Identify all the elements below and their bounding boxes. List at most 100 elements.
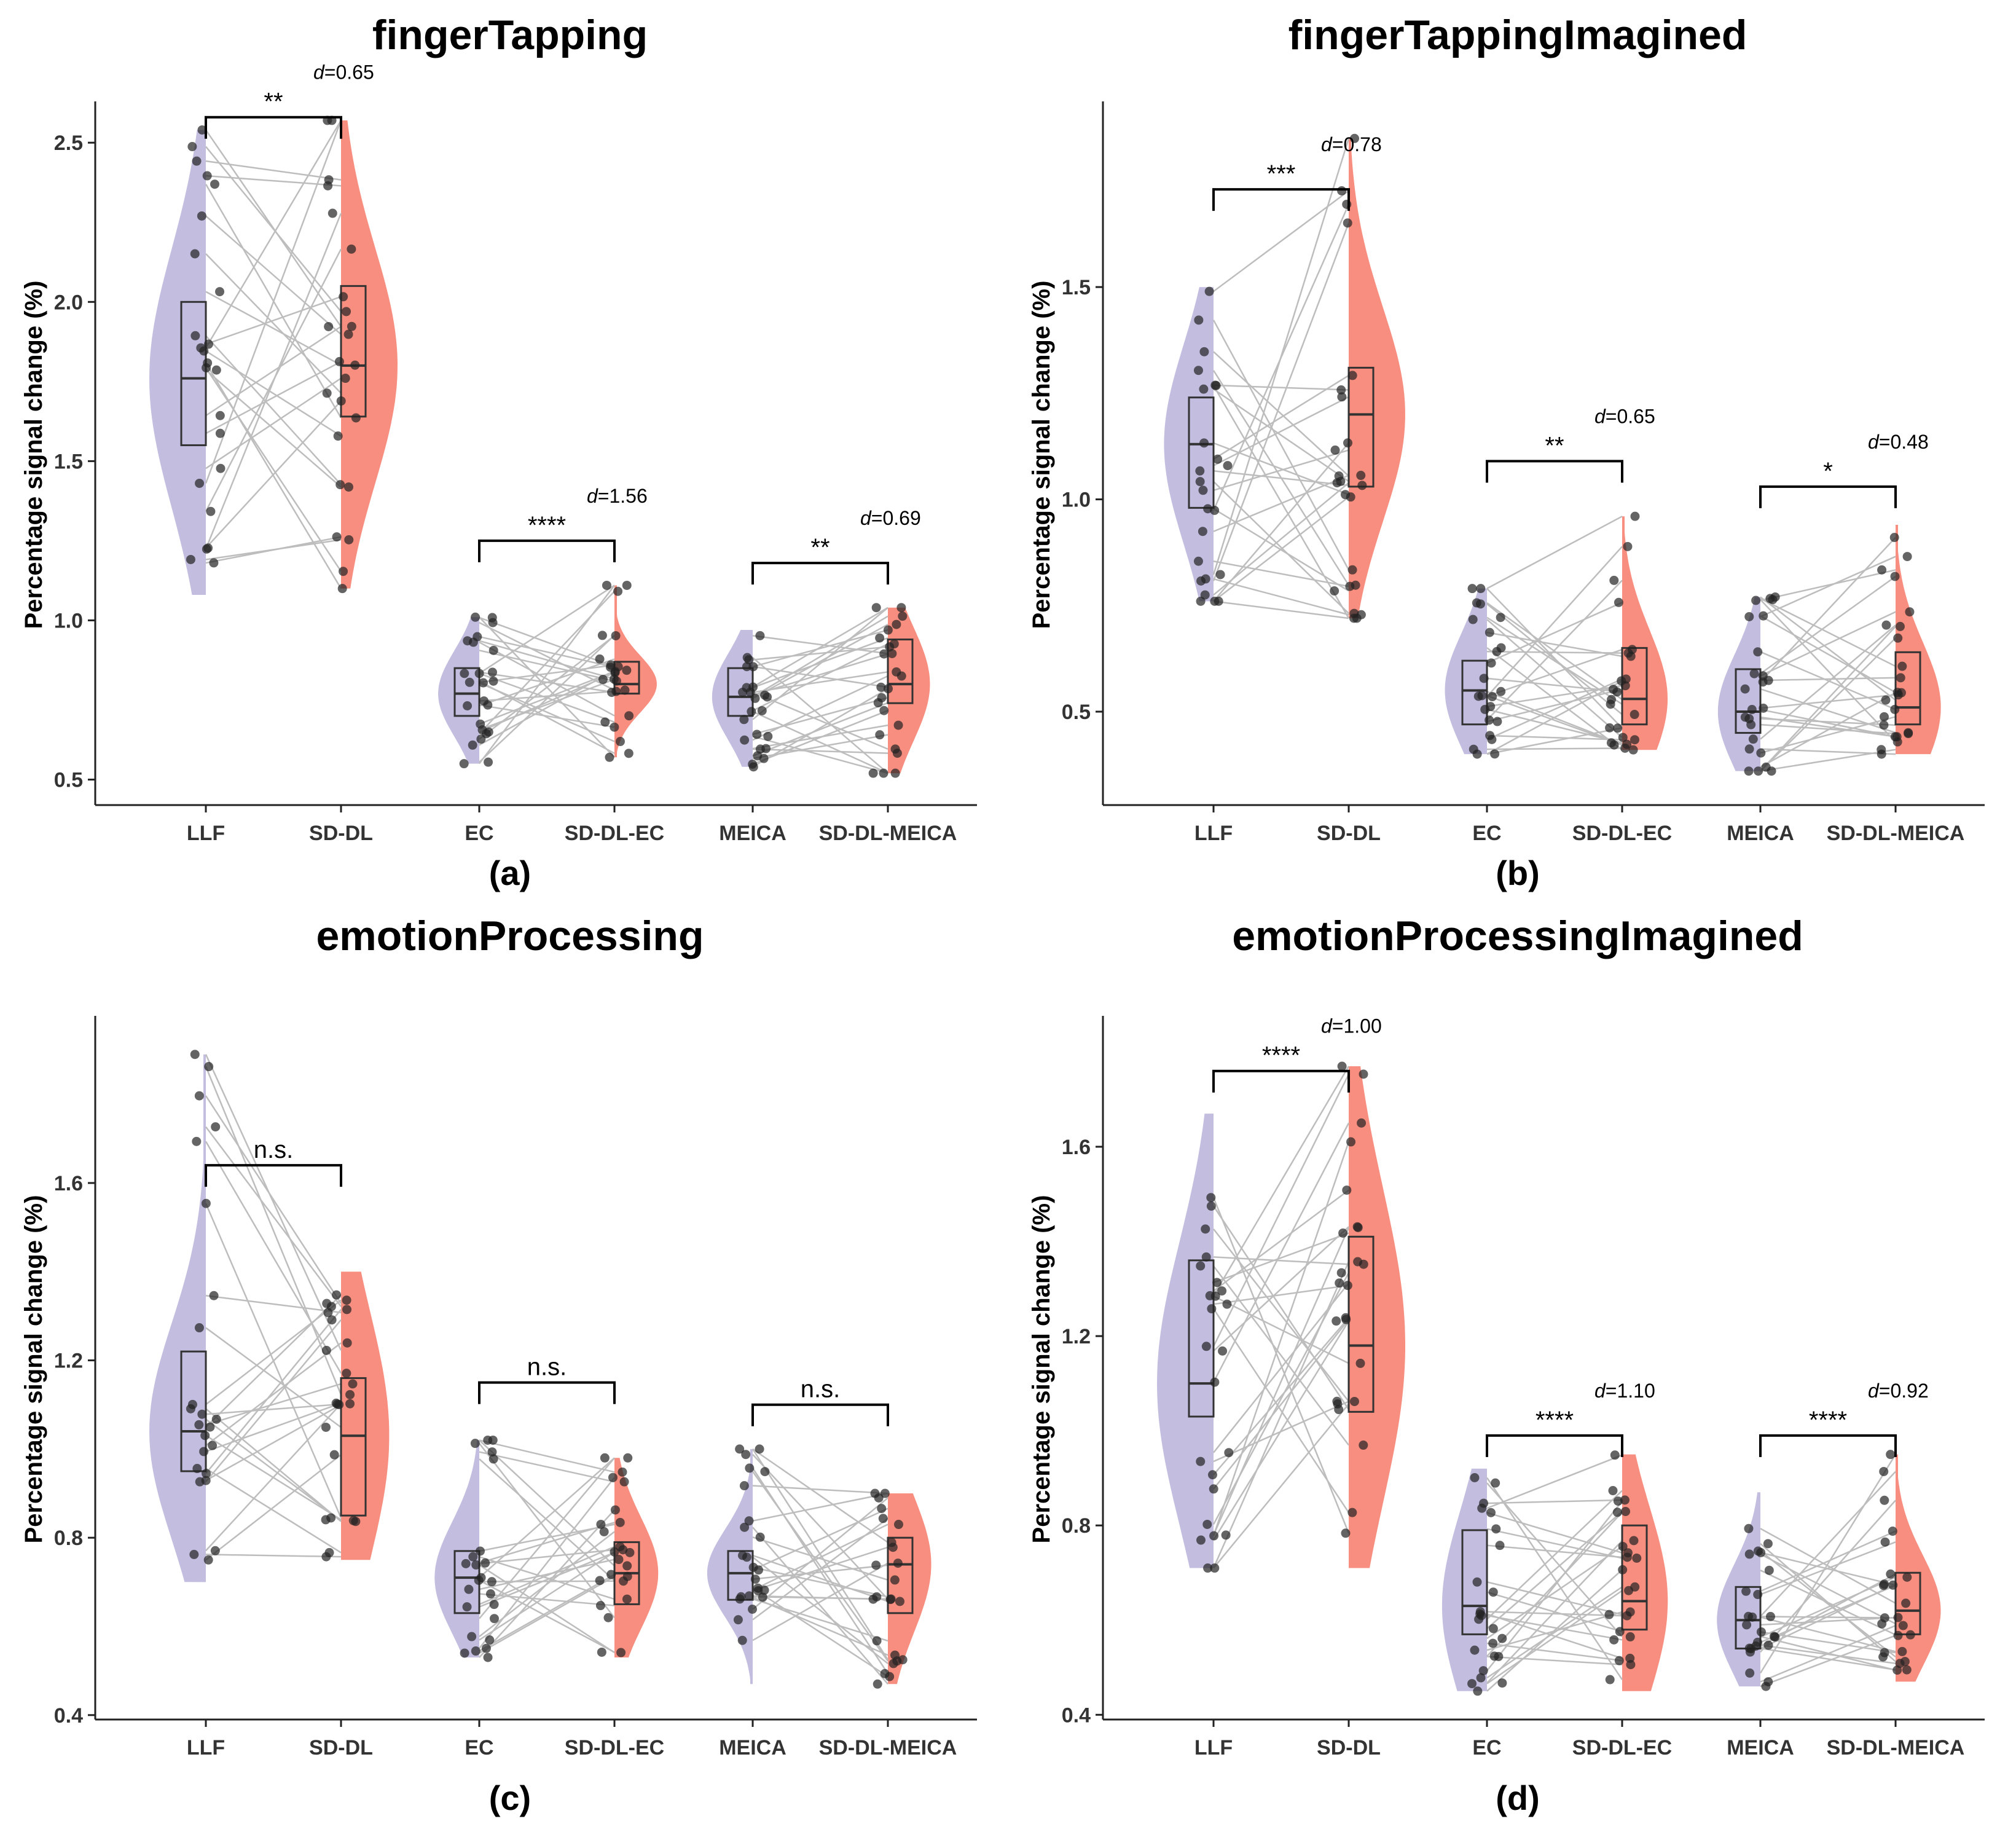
significance-bracket: [1212, 1069, 1350, 1093]
data-point: [322, 388, 332, 398]
data-point: [879, 706, 889, 715]
violin-5: [888, 1493, 932, 1684]
data-point: [487, 1577, 496, 1587]
pair-line: [1486, 1511, 1623, 1629]
data-point: [1200, 590, 1210, 600]
data-point: [1888, 1527, 1897, 1536]
data-point: [1198, 485, 1208, 495]
pair-line: [1486, 580, 1623, 721]
data-point: [616, 1648, 626, 1657]
data-point: [334, 356, 344, 366]
pair-line: [752, 688, 888, 768]
data-point: [1613, 1496, 1623, 1506]
data-point: [1479, 674, 1489, 683]
data-point: [1209, 1484, 1218, 1494]
data-point: [194, 1420, 204, 1429]
data-point: [1478, 1666, 1488, 1676]
pair-line: [752, 1595, 888, 1600]
data-point: [760, 690, 770, 700]
pair-line: [205, 1554, 342, 1558]
data-point: [622, 1594, 632, 1604]
data-point: [334, 1400, 344, 1410]
y-axis-title: Percentage signal change (%): [20, 1195, 47, 1544]
pair-line: [1212, 1227, 1350, 1536]
data-point: [615, 1517, 625, 1527]
data-point: [197, 211, 206, 221]
pair-line: [479, 1509, 615, 1658]
data-point: [1332, 1396, 1342, 1406]
violin-0: [1157, 1114, 1214, 1568]
data-point: [1477, 1503, 1487, 1513]
data-point: [1209, 1531, 1219, 1541]
data-point: [1756, 1547, 1766, 1557]
pair-line: [479, 1551, 615, 1641]
data-point: [1605, 723, 1615, 733]
data-point: [205, 1422, 215, 1432]
pair-line: [479, 682, 615, 742]
data-point: [1210, 505, 1220, 515]
data-point: [735, 1594, 745, 1604]
x-tick-label: SD-DL-MEICA: [819, 822, 957, 845]
pair-line: [752, 1598, 888, 1642]
data-point: [203, 358, 213, 368]
data-point: [885, 1672, 895, 1681]
y-axis-title: Percentage signal change (%): [1028, 281, 1055, 629]
y-tick-label: 2.0: [54, 291, 83, 314]
pair-line: [479, 690, 615, 702]
pair-line: [205, 1418, 342, 1522]
data-point: [1620, 1495, 1630, 1505]
pair-line: [752, 702, 888, 757]
data-point: [347, 244, 356, 254]
pair-line: [479, 1458, 615, 1581]
panel-4: emotionProcessingImagined 0.4 0.8 1.2 1.6 Per…: [1028, 913, 1985, 1817]
data-point: [1880, 1579, 1889, 1589]
violin-0: [149, 130, 206, 596]
pair-line: [479, 1573, 615, 1652]
panel-label: (b): [1496, 854, 1540, 892]
x-tick-label: MEICA: [719, 1736, 786, 1759]
pair-line: [479, 650, 615, 682]
data-point: [892, 619, 901, 629]
pair-line: [479, 1546, 615, 1605]
pair-line: [479, 622, 615, 691]
data-point: [1357, 481, 1367, 490]
effect-size-label: d=0.69: [860, 507, 921, 529]
data-point: [1625, 1632, 1635, 1641]
data-point: [1746, 1644, 1756, 1654]
data-point: [1488, 1638, 1498, 1648]
pair-line: [752, 1497, 888, 1610]
pair-line: [1213, 600, 1349, 619]
data-point: [1194, 315, 1204, 325]
violin-2: [434, 1440, 479, 1657]
data-point: [1497, 1678, 1507, 1688]
pair-line: [1760, 688, 1896, 734]
pair-line: [1486, 1642, 1623, 1662]
pair-line: [1486, 602, 1623, 664]
data-point: [345, 1390, 355, 1399]
pair-line: [1760, 692, 1896, 768]
data-point: [1349, 608, 1359, 618]
y-axis-title: Percentage signal change (%): [20, 281, 47, 629]
data-point: [1196, 1456, 1206, 1466]
data-point: [1196, 576, 1206, 586]
data-point: [1210, 1563, 1220, 1573]
data-point: [600, 717, 610, 727]
pair-line: [205, 400, 342, 549]
data-point: [606, 1570, 616, 1579]
pair-line: [479, 1549, 615, 1565]
pair-line: [479, 704, 615, 728]
data-point: [876, 682, 886, 692]
data-point: [1474, 1614, 1484, 1624]
data-point: [1895, 1659, 1905, 1669]
data-point: [615, 737, 625, 747]
data-point: [216, 463, 226, 473]
effect-size-label: d=0.92: [1868, 1380, 1929, 1402]
pair-line: [205, 1054, 342, 1351]
data-point: [1881, 620, 1891, 630]
violin-4: [1717, 1492, 1760, 1687]
panel-label: (d): [1496, 1779, 1540, 1817]
data-point: [1751, 596, 1761, 605]
data-point: [1491, 1478, 1500, 1488]
data-point: [618, 1545, 628, 1555]
data-point: [873, 698, 883, 708]
